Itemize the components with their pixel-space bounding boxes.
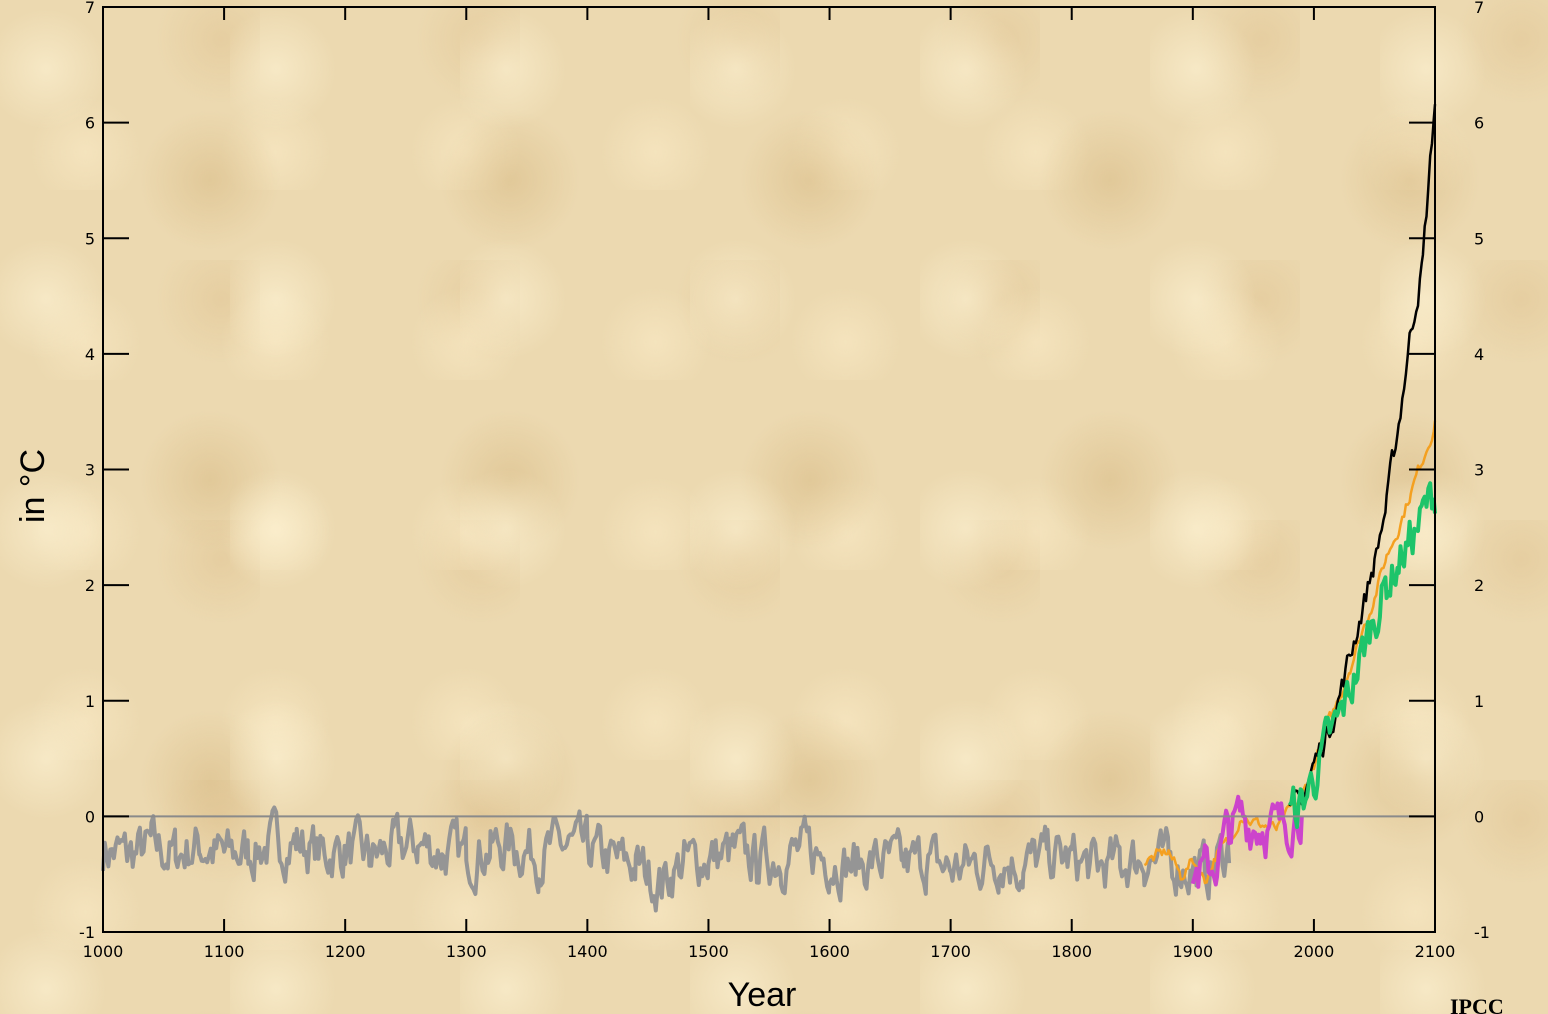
x-tick-label: 1900: [1172, 942, 1213, 961]
x-tick-label: 2000: [1294, 942, 1335, 961]
y-tick-label-right: 0: [1474, 807, 1484, 826]
y-tick-label-right: 4: [1474, 345, 1484, 364]
y-tick-label-right: 5: [1474, 229, 1484, 248]
y-tick-label-right: 2: [1474, 576, 1484, 595]
y-tick-label-right: 7: [1474, 0, 1484, 17]
y-tick-label-left: 0: [85, 807, 95, 826]
y-tick-label-left: 7: [85, 0, 95, 17]
y-tick-label-left: 6: [85, 114, 95, 133]
x-tick-label: 1800: [1051, 942, 1092, 961]
x-tick-label: 1600: [809, 942, 850, 961]
series-line-3: [1288, 104, 1437, 807]
labels-layer: 1000 1100 1200 1300 1400 1500 1600 1700 1800 1900…: [79, 0, 1490, 961]
plot-frame: [102, 6, 1436, 933]
x-axis-title: Year: [728, 976, 797, 1014]
y-axis-title: in °C: [14, 449, 52, 523]
series-line-2: [1190, 794, 1304, 889]
ticks-layer: [102, 6, 1436, 933]
y-tick-label-left: -1: [79, 923, 95, 942]
y-tick-label-right: 6: [1474, 114, 1484, 133]
x-tick-label: 2100: [1415, 942, 1456, 961]
x-tick-label: 1400: [567, 942, 608, 961]
y-tick-label-left: 3: [85, 461, 95, 480]
x-tick-label: 1500: [688, 942, 729, 961]
x-tick-label: 1300: [446, 942, 487, 961]
x-tick-label: 1200: [325, 942, 366, 961]
series-line-1: [1143, 420, 1437, 885]
y-tick-label-left: 4: [85, 345, 95, 364]
y-tick-label-left: 5: [85, 229, 95, 248]
source-credit: IPCC: [1450, 994, 1504, 1014]
series-line-0: [101, 805, 1232, 913]
series-line-4: [1287, 481, 1437, 829]
y-tick-label-right: 3: [1474, 461, 1484, 480]
x-tick-label: 1700: [930, 942, 971, 961]
y-tick-label-right: -1: [1474, 923, 1490, 942]
x-tick-label: 1100: [204, 942, 245, 961]
y-tick-label-left: 1: [85, 692, 95, 711]
x-tick-label: 1000: [83, 942, 124, 961]
y-tick-label-right: 1: [1474, 692, 1484, 711]
y-tick-label-left: 2: [85, 576, 95, 595]
series-layer: [101, 104, 1437, 913]
